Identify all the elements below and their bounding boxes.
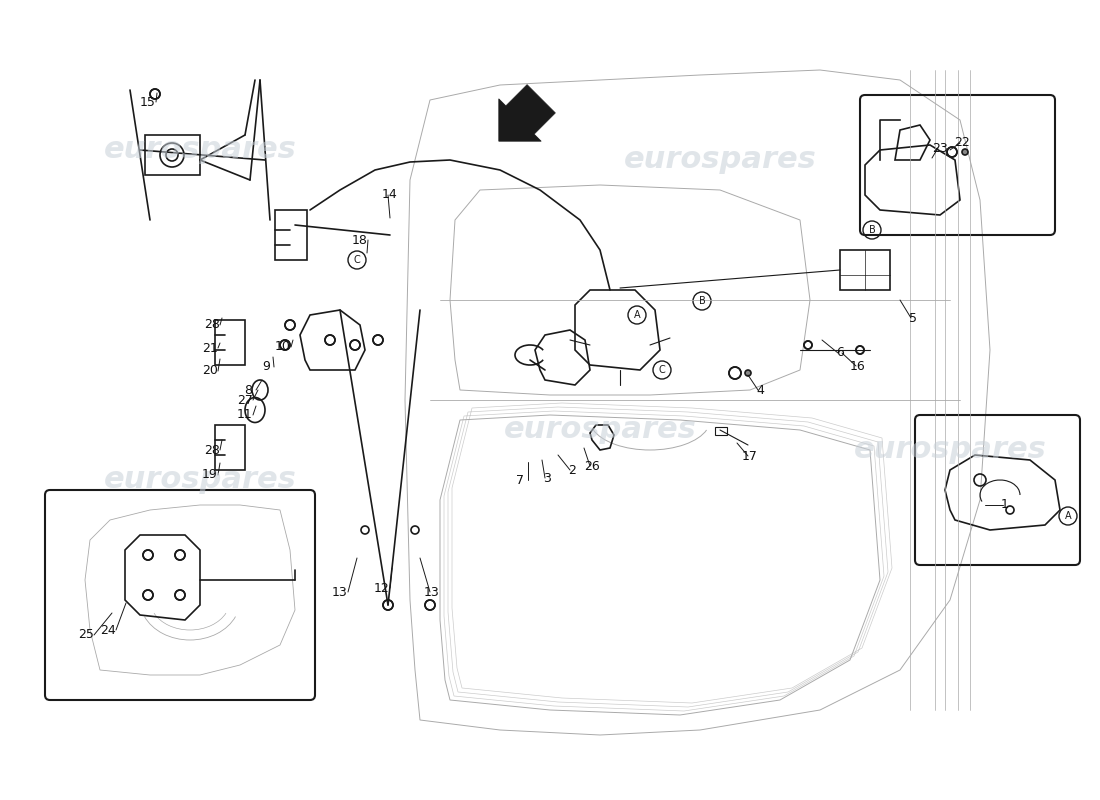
Text: 13: 13 — [332, 586, 348, 598]
Text: eurospares: eurospares — [504, 415, 696, 445]
Circle shape — [324, 335, 336, 345]
Bar — [214, 425, 245, 470]
Text: 26: 26 — [584, 459, 600, 473]
Text: 18: 18 — [352, 234, 367, 246]
Circle shape — [373, 335, 383, 345]
Circle shape — [280, 340, 290, 350]
Text: 17: 17 — [742, 450, 758, 462]
Circle shape — [947, 147, 957, 157]
Text: eurospares: eurospares — [854, 435, 1046, 465]
Text: A: A — [1065, 511, 1071, 521]
Circle shape — [729, 367, 741, 379]
Text: 19: 19 — [202, 469, 218, 482]
Bar — [214, 320, 245, 365]
Bar — [840, 250, 890, 290]
Text: eurospares: eurospares — [103, 135, 296, 165]
Text: 28: 28 — [205, 443, 220, 457]
Text: 5: 5 — [909, 311, 917, 325]
Text: 10: 10 — [275, 341, 290, 354]
Text: 7: 7 — [516, 474, 524, 486]
Circle shape — [175, 590, 185, 600]
Text: A: A — [634, 310, 640, 320]
Text: 2: 2 — [568, 463, 576, 477]
Circle shape — [150, 89, 160, 99]
Text: C: C — [659, 365, 666, 375]
Text: 13: 13 — [425, 586, 440, 598]
Text: 9: 9 — [262, 361, 270, 374]
Circle shape — [425, 600, 435, 610]
Circle shape — [143, 590, 153, 600]
Circle shape — [175, 550, 185, 560]
Circle shape — [745, 370, 751, 376]
Text: 15: 15 — [140, 95, 156, 109]
Circle shape — [143, 550, 153, 560]
Circle shape — [383, 600, 393, 610]
Text: 4: 4 — [756, 383, 763, 397]
Text: 21: 21 — [202, 342, 218, 354]
Text: 8: 8 — [244, 383, 252, 397]
Text: 12: 12 — [374, 582, 389, 594]
Text: 16: 16 — [850, 359, 866, 373]
Text: 28: 28 — [205, 318, 220, 331]
Text: 1: 1 — [1001, 498, 1009, 511]
Text: eurospares: eurospares — [103, 466, 296, 494]
Text: 25: 25 — [78, 629, 94, 642]
Polygon shape — [498, 85, 556, 142]
Text: eurospares: eurospares — [624, 146, 816, 174]
Text: 11: 11 — [238, 409, 253, 422]
Text: 14: 14 — [382, 189, 398, 202]
Circle shape — [350, 340, 360, 350]
Bar — [715, 427, 727, 435]
Circle shape — [285, 320, 295, 330]
Text: 6: 6 — [836, 346, 844, 359]
Text: B: B — [869, 225, 876, 235]
Text: 23: 23 — [932, 142, 948, 154]
Circle shape — [962, 149, 968, 155]
Text: 22: 22 — [954, 137, 970, 150]
Text: B: B — [698, 296, 705, 306]
Circle shape — [856, 346, 864, 354]
Text: 3: 3 — [543, 471, 551, 485]
Bar — [145, 135, 200, 175]
Bar — [275, 210, 307, 260]
Text: 27: 27 — [238, 394, 253, 406]
Text: 20: 20 — [202, 365, 218, 378]
Text: C: C — [353, 255, 361, 265]
Circle shape — [804, 341, 812, 349]
Text: 24: 24 — [100, 623, 116, 637]
